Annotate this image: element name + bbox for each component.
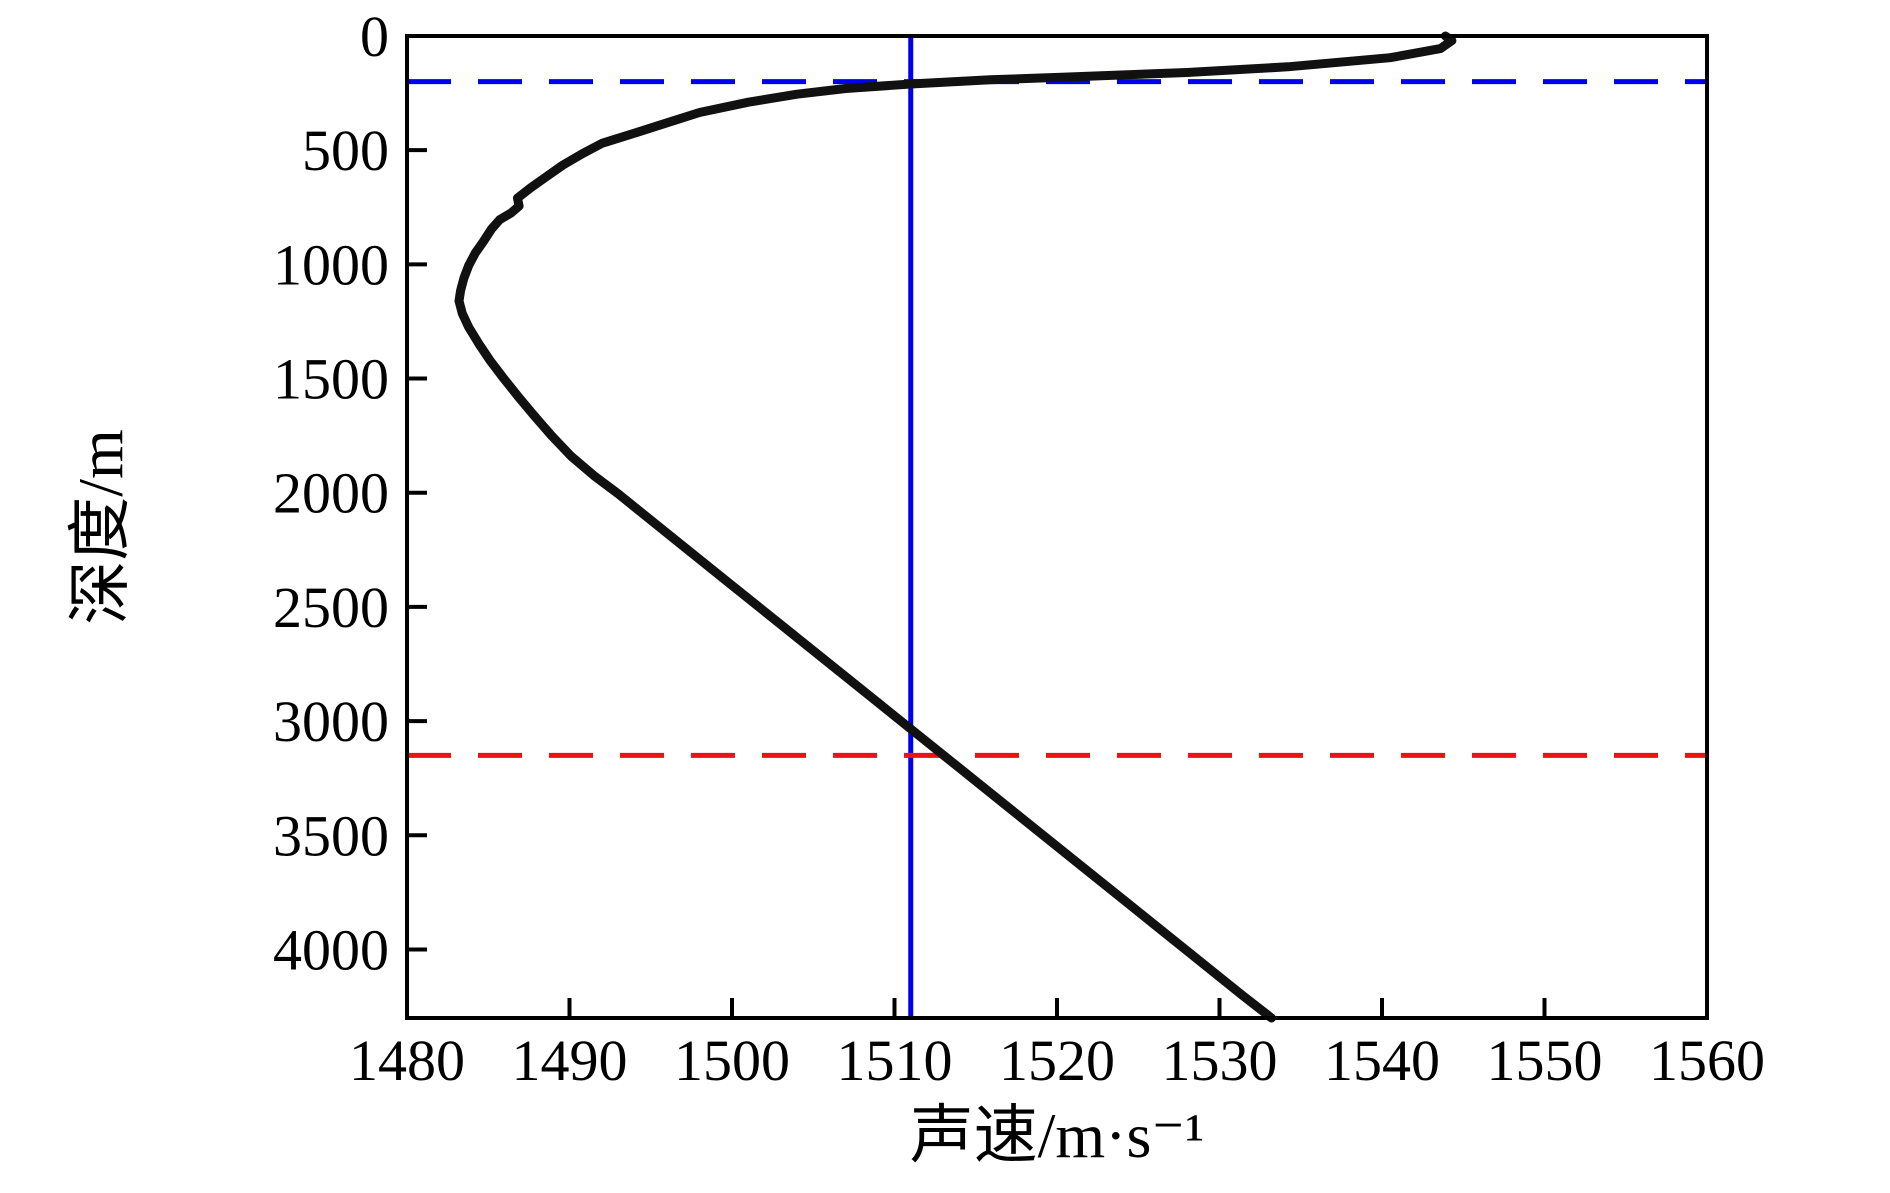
y-tick-label: 2500 [273, 575, 389, 640]
y-tick-label: 1000 [273, 232, 389, 297]
x-tick-label: 1500 [674, 1028, 790, 1093]
y-tick-label: 3500 [273, 803, 389, 868]
y-tick-label: 2000 [273, 461, 389, 526]
y-axis-label: 深度/m [65, 429, 136, 625]
x-tick-label: 1490 [512, 1028, 628, 1093]
y-tick-label: 0 [360, 4, 389, 69]
x-tick-label: 1530 [1162, 1028, 1278, 1093]
x-tick-label: 1510 [837, 1028, 953, 1093]
y-tick-label: 4000 [273, 917, 389, 982]
x-axis-label: 声速/m·s⁻¹ [909, 1100, 1205, 1171]
y-tick-label: 1500 [273, 347, 389, 412]
x-tick-label: 1560 [1649, 1028, 1765, 1093]
y-tick-label: 3000 [273, 689, 389, 754]
y-tick-label: 500 [302, 118, 389, 183]
sound-speed-profile [454, 31, 1457, 1023]
plot-border [405, 34, 1709, 1020]
x-tick-label: 1520 [999, 1028, 1115, 1093]
x-tick-label: 1550 [1487, 1028, 1603, 1093]
x-tick-label: 1480 [349, 1028, 465, 1093]
x-tick-label: 1540 [1324, 1028, 1440, 1093]
